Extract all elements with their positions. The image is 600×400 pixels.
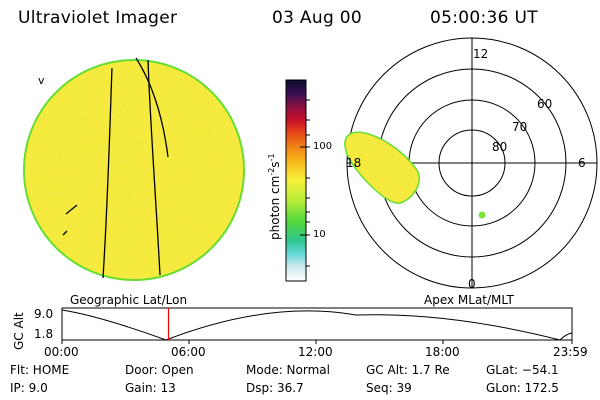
altitude-frame [61, 307, 573, 341]
time-label: 05:00:36 UT [430, 8, 538, 28]
disk-limb [23, 59, 245, 281]
geo-latitude: GLat: −54.1 [486, 363, 559, 377]
altitude-axis-label: GC Alt [12, 312, 26, 350]
altitude-tick-high: 9.0 [34, 307, 54, 321]
geo-longitude: GLon: 172.5 [486, 381, 559, 395]
altitude-curve [61, 309, 573, 341]
dsp-value: Dsp: 36.7 [246, 381, 304, 395]
corner-mark: v [38, 74, 45, 87]
auroral-spot [478, 211, 486, 219]
mlt-label-6: 6 [578, 156, 586, 170]
time-tick-0000: 00:00 [44, 345, 79, 359]
time-tick-1800: 18:00 [425, 345, 460, 359]
time-tick-2359: 23:59 [553, 345, 588, 359]
colorbar [285, 79, 310, 282]
colorbar-unit-label: photon cm-2s-1 [267, 153, 282, 240]
time-tick-1200: 12:00 [298, 345, 333, 359]
apex-panel-label: Apex MLat/MLT [424, 293, 514, 307]
auroral-edge [344, 131, 420, 204]
colorbar-tick-100: 100 [313, 141, 333, 152]
instrument-title: Ultraviolet Imager [18, 8, 178, 28]
time-tick-0600: 06:00 [171, 345, 206, 359]
mlat-label-60: 60 [537, 97, 553, 111]
disk-texture [24, 60, 244, 280]
colorbar-tick-10: 10 [313, 229, 326, 240]
altitude-tick-low: 1.8 [34, 327, 54, 341]
altitude-x-ticks [61, 340, 573, 344]
colorbar-ticks [300, 99, 310, 267]
ip-value: IP: 9.0 [10, 381, 48, 395]
mode-status: Mode: Normal [246, 363, 330, 377]
mlat-label-70: 70 [512, 120, 528, 134]
earth-disk [23, 57, 245, 281]
door-status: Door: Open [125, 363, 194, 377]
mlt-label-18: 18 [346, 156, 362, 170]
gc-altitude: GC Alt: 1.7 Re [366, 363, 450, 377]
gain-value: Gain: 13 [125, 381, 176, 395]
mlat-label-80: 80 [492, 140, 508, 154]
mlt-label-0: 0 [468, 277, 476, 291]
polar-plot [344, 37, 598, 289]
colorbar-gradient [285, 79, 307, 282]
geographic-panel-label: Geographic Lat/Lon [70, 293, 188, 307]
date-label: 03 Aug 00 [272, 8, 362, 28]
mlt-label-12: 12 [473, 47, 489, 61]
sequence-number: Seq: 39 [366, 381, 412, 395]
flight-status: Flt: HOME [10, 363, 70, 377]
altitude-plot [61, 307, 573, 344]
coastline-lines [62, 57, 169, 279]
